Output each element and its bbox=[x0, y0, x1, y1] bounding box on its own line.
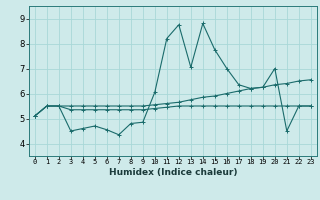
X-axis label: Humidex (Indice chaleur): Humidex (Indice chaleur) bbox=[108, 168, 237, 177]
